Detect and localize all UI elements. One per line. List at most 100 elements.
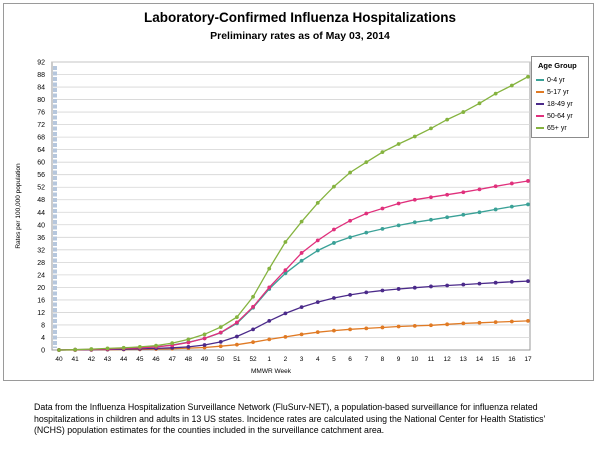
data-point xyxy=(299,251,304,255)
data-point xyxy=(251,304,255,309)
data-point xyxy=(283,268,288,273)
x-tick-label: 8 xyxy=(381,356,385,363)
data-point xyxy=(461,321,466,326)
data-point xyxy=(429,195,433,200)
legend-item: 65+ yr xyxy=(532,122,588,134)
data-point xyxy=(251,327,255,332)
data-point xyxy=(412,323,417,328)
legend-swatch xyxy=(536,127,544,129)
y-tick-label: 64 xyxy=(37,147,45,154)
x-tick-label: 9 xyxy=(397,356,401,363)
data-point xyxy=(493,320,498,325)
data-point xyxy=(186,340,191,345)
data-point xyxy=(396,201,401,206)
data-point xyxy=(299,332,304,337)
data-point xyxy=(299,258,304,263)
data-point xyxy=(396,142,401,146)
x-tick-label: 49 xyxy=(201,356,209,363)
x-tick-label: 2 xyxy=(284,356,288,363)
y-tick-label: 0 xyxy=(41,348,45,355)
y-tick-label: 32 xyxy=(37,247,45,254)
data-point xyxy=(348,235,353,240)
data-point xyxy=(429,126,433,131)
data-point xyxy=(429,217,433,222)
data-point xyxy=(509,279,514,284)
data-point xyxy=(526,202,530,207)
data-point xyxy=(234,342,239,347)
x-tick-label: 10 xyxy=(411,356,419,363)
data-point xyxy=(73,347,78,352)
data-point xyxy=(526,318,530,323)
data-point xyxy=(186,337,191,342)
data-point xyxy=(332,184,336,189)
x-tick-label: 3 xyxy=(300,356,304,363)
data-point xyxy=(154,343,158,348)
data-point xyxy=(493,184,498,189)
x-tick-label: 52 xyxy=(249,356,257,363)
data-point xyxy=(251,294,255,299)
data-point xyxy=(57,348,61,352)
legend-swatch xyxy=(536,115,544,117)
data-point xyxy=(234,320,239,325)
data-point xyxy=(364,230,369,235)
data-point xyxy=(509,83,514,88)
data-point xyxy=(137,344,142,349)
data-point xyxy=(364,211,369,216)
y-tick-label: 24 xyxy=(37,272,45,279)
y-tick-label: 12 xyxy=(37,310,45,317)
y-tick-label: 48 xyxy=(37,197,45,204)
plot-area xyxy=(51,61,531,351)
y-tick-label: 8 xyxy=(41,322,45,329)
data-point xyxy=(283,240,288,244)
data-point xyxy=(332,241,336,245)
data-point xyxy=(493,207,498,212)
x-tick-label: 40 xyxy=(55,356,63,363)
series-line-18-49-yr xyxy=(58,280,529,351)
x-tick-label: 14 xyxy=(476,356,484,363)
data-point xyxy=(477,281,482,286)
x-tick-label: 48 xyxy=(185,356,193,363)
y-tick-label: 16 xyxy=(37,297,45,304)
data-point xyxy=(380,206,385,211)
data-point xyxy=(461,282,466,287)
data-point xyxy=(299,305,304,310)
data-point xyxy=(396,223,401,228)
y-tick-label: 72 xyxy=(37,122,45,129)
x-tick-label: 46 xyxy=(152,356,160,363)
data-point xyxy=(267,318,272,323)
x-tick-label: 13 xyxy=(460,356,468,363)
legend-label: 0-4 yr xyxy=(547,76,565,84)
data-point xyxy=(461,212,466,217)
data-point xyxy=(445,283,450,288)
data-point xyxy=(202,332,207,337)
data-point xyxy=(299,219,304,224)
data-point xyxy=(234,334,239,339)
x-tick-label: 15 xyxy=(492,356,500,363)
data-point xyxy=(332,296,336,300)
data-point xyxy=(493,91,498,96)
data-point xyxy=(461,190,466,195)
data-point xyxy=(121,345,126,350)
line-chart: 0481216202428323640444852566064687276808… xyxy=(15,60,532,376)
legend: Age Group 0-4 yr 5-17 yr 18-49 yr 50-64 yr 6… xyxy=(531,56,589,138)
data-point xyxy=(396,324,401,329)
data-point xyxy=(89,347,94,351)
y-tick-label: 36 xyxy=(37,235,45,242)
x-tick-label: 11 xyxy=(428,356,435,363)
data-point xyxy=(348,293,353,297)
data-point xyxy=(477,101,482,106)
y-tick-label: 20 xyxy=(37,285,45,292)
data-point xyxy=(202,336,207,341)
y-tick-label: 88 xyxy=(37,72,45,79)
data-point xyxy=(267,266,272,271)
y-tick-label: 80 xyxy=(37,97,45,104)
legend-item: 18-49 yr xyxy=(532,98,588,110)
x-tick-label: 16 xyxy=(508,356,516,363)
data-point xyxy=(315,300,320,305)
legend-label: 50-64 yr xyxy=(547,112,573,120)
y-tick-label: 92 xyxy=(37,60,45,67)
data-point xyxy=(283,334,288,339)
series-line-50-64-yr xyxy=(58,180,529,351)
y-tick-label: 56 xyxy=(37,172,45,179)
y-tick-label: 44 xyxy=(37,210,45,217)
